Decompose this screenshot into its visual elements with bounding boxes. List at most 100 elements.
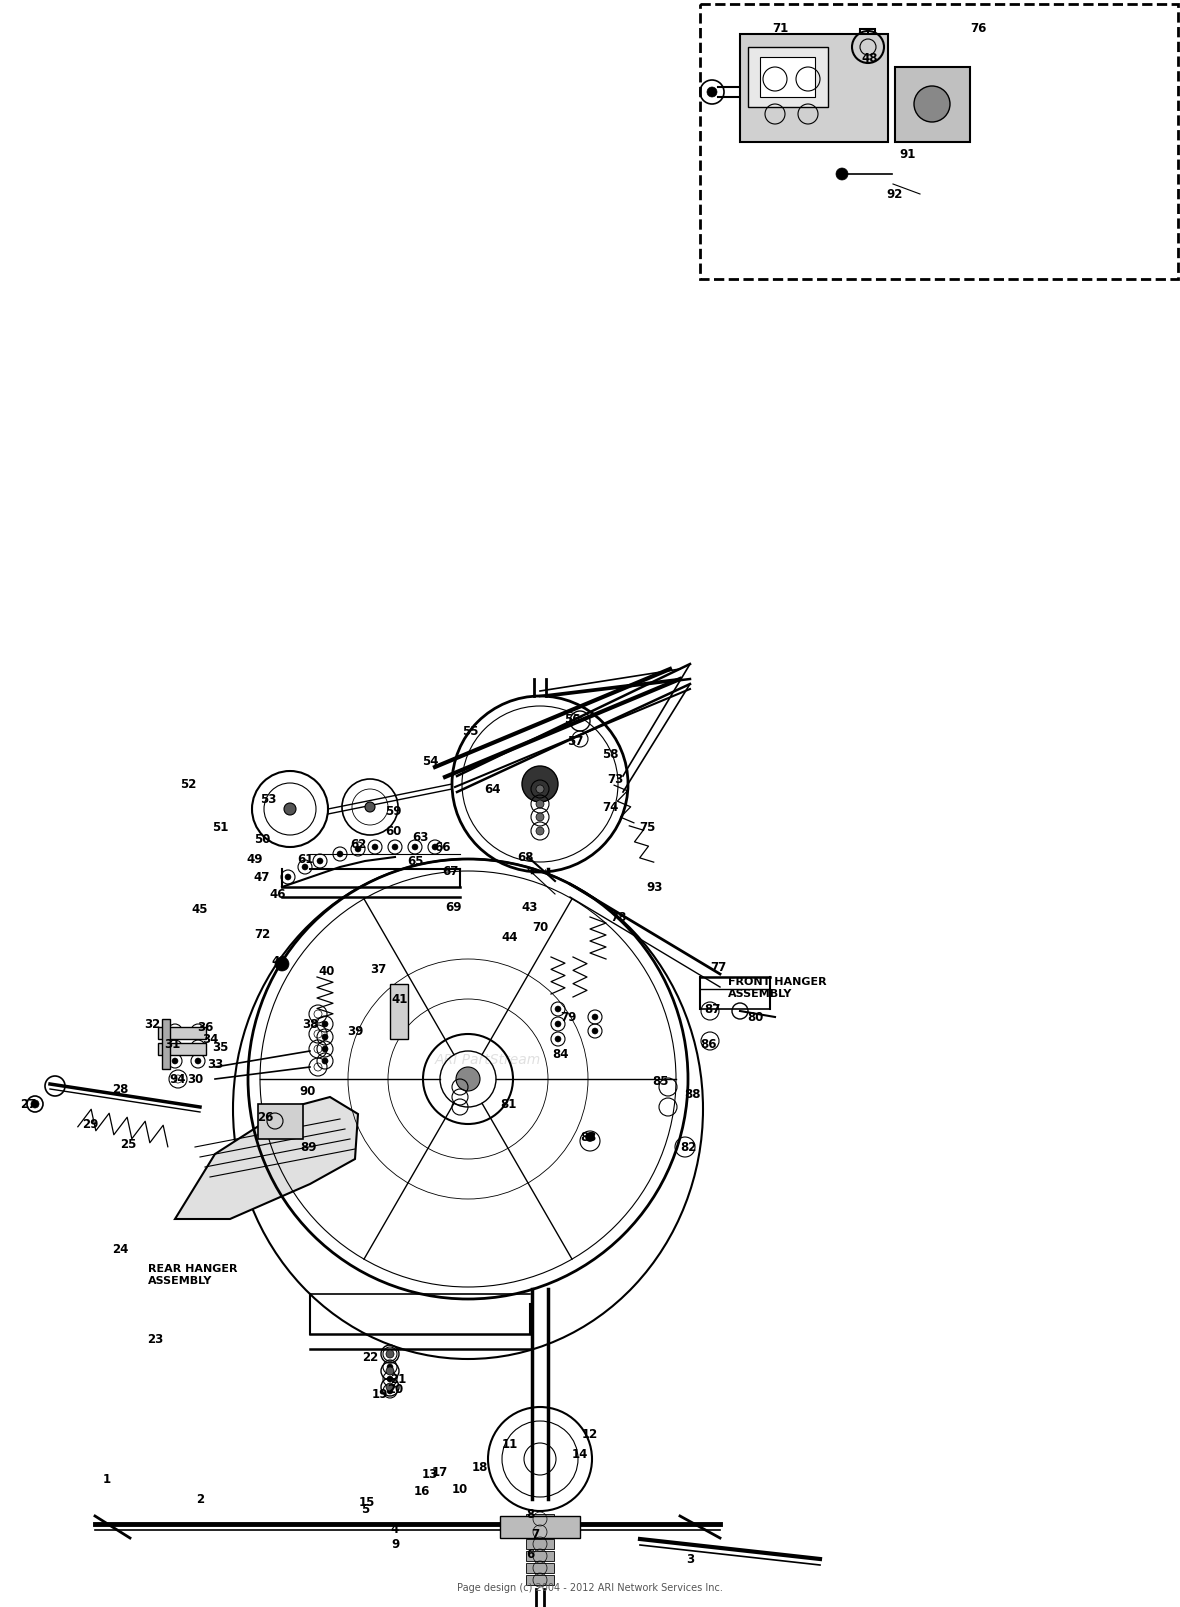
Text: 94: 94 [170, 1073, 186, 1086]
Text: 2: 2 [196, 1493, 204, 1506]
Text: 56: 56 [564, 714, 581, 726]
Text: 23: 23 [146, 1332, 163, 1345]
Text: 84: 84 [552, 1048, 569, 1061]
Text: Page design (c) 2004 - 2012 ARI Network Services Inc.: Page design (c) 2004 - 2012 ARI Network … [457, 1581, 723, 1593]
Text: 34: 34 [202, 1033, 218, 1046]
Circle shape [432, 844, 438, 850]
Circle shape [522, 767, 558, 802]
Text: 18: 18 [472, 1461, 489, 1474]
Circle shape [322, 1035, 328, 1040]
Bar [526, 1564, 553, 1573]
Text: 57: 57 [566, 734, 583, 747]
Circle shape [555, 1022, 560, 1027]
Text: 51: 51 [212, 821, 228, 834]
Text: 4: 4 [391, 1522, 399, 1536]
Text: REAR HANGER
ASSEMBLY: REAR HANGER ASSEMBLY [148, 1263, 237, 1286]
Circle shape [555, 1037, 560, 1043]
Text: 33: 33 [206, 1057, 223, 1070]
Circle shape [31, 1101, 39, 1109]
Text: 71: 71 [772, 21, 788, 34]
Text: 11: 11 [502, 1438, 518, 1451]
Text: 75: 75 [638, 821, 655, 834]
Text: 31: 31 [164, 1038, 181, 1051]
Text: 81: 81 [500, 1098, 516, 1110]
Text: 55: 55 [461, 725, 478, 738]
Text: 70: 70 [532, 921, 549, 934]
Text: 30: 30 [186, 1073, 203, 1086]
Text: 54: 54 [421, 755, 438, 768]
Bar [158, 1027, 206, 1040]
Bar [526, 1527, 553, 1536]
Circle shape [172, 1059, 178, 1064]
Circle shape [412, 844, 418, 850]
Circle shape [365, 802, 375, 813]
Circle shape [387, 1388, 393, 1395]
Text: 68: 68 [517, 852, 533, 865]
Bar [526, 1540, 553, 1549]
Text: 66: 66 [434, 840, 451, 853]
Text: 5: 5 [361, 1503, 369, 1515]
Text: 13: 13 [422, 1467, 438, 1480]
Circle shape [555, 1006, 560, 1012]
Text: 9: 9 [391, 1538, 399, 1551]
Text: 25: 25 [120, 1138, 136, 1151]
Text: 69: 69 [445, 902, 461, 914]
Text: 6: 6 [526, 1548, 535, 1560]
Circle shape [317, 858, 323, 865]
Text: 3: 3 [686, 1552, 694, 1565]
Text: 73: 73 [607, 773, 623, 786]
Bar [700, 5, 1178, 280]
Circle shape [355, 847, 361, 852]
Circle shape [392, 844, 398, 850]
Polygon shape [175, 1098, 358, 1220]
Text: FRONT HANGER
ASSEMBLY: FRONT HANGER ASSEMBLY [728, 977, 827, 998]
Circle shape [286, 874, 291, 881]
Circle shape [195, 1045, 201, 1051]
Text: 41: 41 [392, 993, 408, 1006]
Text: 10: 10 [452, 1483, 468, 1496]
Text: 64: 64 [484, 783, 500, 795]
Text: 17: 17 [432, 1466, 448, 1478]
Text: 46: 46 [270, 889, 287, 902]
Text: 59: 59 [385, 805, 401, 818]
Bar [748, 48, 828, 108]
Text: 80: 80 [747, 1011, 763, 1024]
Text: 78: 78 [610, 911, 627, 924]
Text: 19: 19 [372, 1387, 388, 1401]
Text: 22: 22 [362, 1350, 378, 1364]
Text: 65: 65 [407, 855, 424, 868]
Circle shape [536, 800, 544, 808]
Circle shape [914, 87, 950, 122]
Text: 28: 28 [112, 1083, 129, 1096]
Circle shape [387, 1351, 393, 1358]
Circle shape [586, 1133, 594, 1141]
Bar [526, 1514, 553, 1523]
Text: 48: 48 [861, 51, 878, 64]
Circle shape [386, 1350, 394, 1358]
Bar [894, 67, 970, 143]
Text: 82: 82 [680, 1141, 696, 1154]
Text: 15: 15 [359, 1496, 375, 1509]
Text: 83: 83 [579, 1131, 596, 1144]
Text: 42: 42 [271, 955, 288, 967]
Text: 39: 39 [347, 1025, 363, 1038]
Text: 44: 44 [502, 930, 518, 943]
Text: 62: 62 [349, 837, 366, 852]
Text: 50: 50 [254, 832, 270, 845]
Circle shape [275, 958, 289, 971]
Text: 72: 72 [254, 927, 270, 942]
Text: 29: 29 [81, 1118, 98, 1131]
Text: 27: 27 [20, 1098, 37, 1110]
Circle shape [322, 1046, 328, 1053]
Text: 53: 53 [260, 792, 276, 807]
Text: 47: 47 [254, 871, 270, 884]
Text: 26: 26 [257, 1110, 274, 1123]
Text: 35: 35 [212, 1041, 228, 1054]
Circle shape [386, 1368, 394, 1376]
Bar [500, 1515, 581, 1538]
Text: 40: 40 [319, 964, 335, 979]
Circle shape [172, 1028, 178, 1035]
Text: 93: 93 [647, 881, 663, 893]
Text: 76: 76 [970, 21, 986, 34]
Bar [760, 58, 815, 98]
